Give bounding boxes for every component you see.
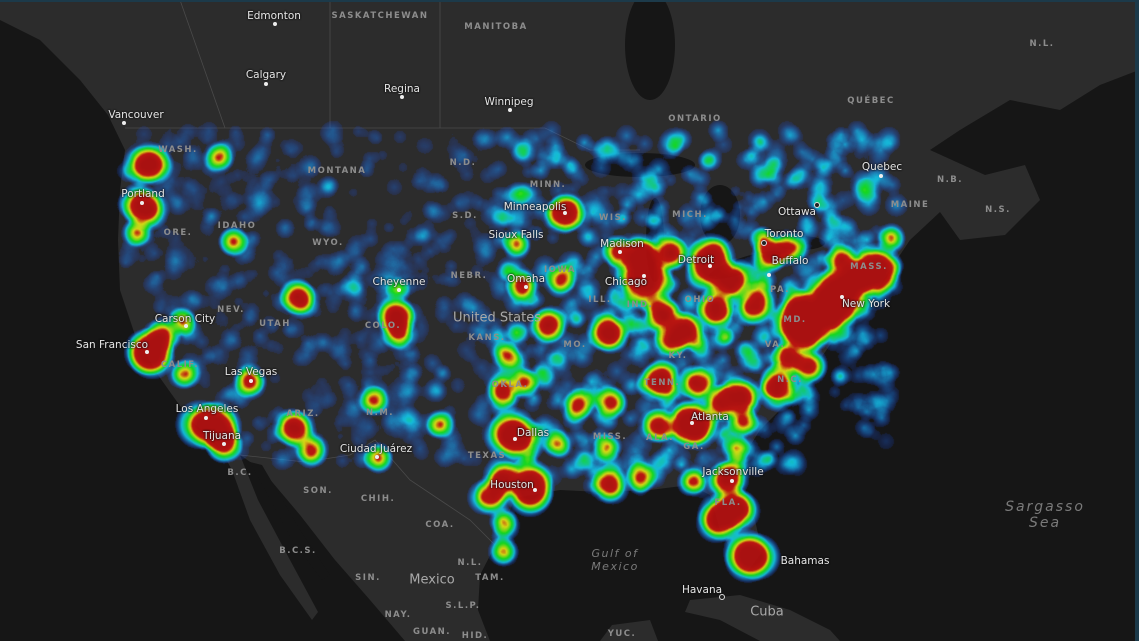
city-marker (145, 350, 149, 354)
city-marker (375, 455, 379, 459)
city-marker (690, 421, 694, 425)
city-marker (814, 202, 820, 208)
city-marker (249, 379, 253, 383)
city-marker (642, 274, 646, 278)
city-marker (533, 488, 537, 492)
city-marker (273, 22, 277, 26)
city-marker (204, 416, 208, 420)
city-marker (184, 324, 188, 328)
city-marker (122, 121, 126, 125)
city-marker (222, 442, 226, 446)
city-marker (563, 211, 567, 215)
city-marker (508, 108, 512, 112)
city-marker (400, 95, 404, 99)
city-marker (761, 240, 767, 246)
frame-edge (1135, 0, 1139, 641)
city-marker (879, 174, 883, 178)
city-marker (840, 295, 844, 299)
city-marker (719, 594, 725, 600)
city-marker (618, 250, 622, 254)
city-marker (264, 82, 268, 86)
city-marker (730, 479, 734, 483)
city-marker (140, 201, 144, 205)
city-marker (397, 288, 401, 292)
city-marker (708, 264, 712, 268)
city-marker (524, 285, 528, 289)
frame-edge-top (0, 0, 1139, 2)
city-marker (767, 273, 771, 277)
city-marker (513, 437, 517, 441)
